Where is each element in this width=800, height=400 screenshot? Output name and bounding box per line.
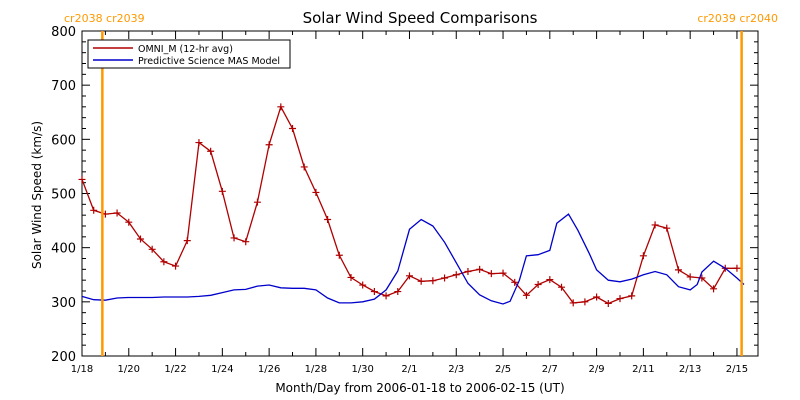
x-tick-label: 1/24 bbox=[211, 364, 233, 375]
data-point-marker bbox=[265, 141, 273, 149]
data-point-marker bbox=[312, 188, 320, 196]
data-point-marker bbox=[628, 292, 636, 300]
y-tick-label: 300 bbox=[51, 296, 76, 311]
data-point-marker bbox=[476, 265, 484, 273]
data-point-marker bbox=[487, 270, 495, 278]
legend-box bbox=[87, 39, 291, 69]
data-point-marker bbox=[522, 291, 530, 299]
x-tick-label: 1/20 bbox=[118, 364, 140, 375]
x-tick-label: 2/13 bbox=[679, 364, 701, 375]
data-point-marker bbox=[429, 277, 437, 285]
data-point-marker bbox=[172, 262, 180, 270]
data-point-marker bbox=[733, 264, 741, 272]
data-point-marker bbox=[148, 245, 156, 253]
data-point-marker bbox=[347, 273, 355, 281]
data-point-marker bbox=[499, 269, 507, 277]
data-point-marker bbox=[90, 206, 98, 214]
data-point-marker bbox=[207, 147, 215, 155]
data-point-marker bbox=[511, 278, 519, 286]
data-point-marker bbox=[125, 218, 133, 226]
x-tick-label: 2/5 bbox=[495, 364, 511, 375]
data-point-marker bbox=[242, 238, 250, 246]
data-point-marker bbox=[546, 276, 554, 284]
x-tick-label: 2/1 bbox=[401, 364, 417, 375]
x-tick-label: 2/15 bbox=[726, 364, 748, 375]
legend-label: OMNI_M (12-hr avg) bbox=[138, 44, 233, 55]
x-tick-label: 1/28 bbox=[305, 364, 327, 375]
data-point-marker bbox=[382, 292, 390, 300]
x-axis-label: Month/Day from 2006-01-18 to 2006-02-15 … bbox=[275, 381, 564, 395]
legend: OMNI_M (12-hr avg)Predictive Science MAS… bbox=[87, 39, 291, 69]
y-axis-ticks: 200 300 400 500 600 700 800 bbox=[51, 25, 758, 365]
data-point-marker bbox=[417, 277, 425, 285]
data-point-marker bbox=[452, 271, 460, 279]
data-point-marker bbox=[405, 272, 413, 280]
data-point-marker bbox=[218, 187, 226, 195]
data-point-marker bbox=[160, 258, 168, 266]
y-tick-label: 600 bbox=[51, 133, 76, 148]
x-tick-label: 1/30 bbox=[351, 364, 373, 375]
data-point-marker bbox=[686, 273, 694, 281]
data-point-marker bbox=[370, 288, 378, 296]
data-point-marker bbox=[441, 274, 449, 282]
data-point-marker bbox=[394, 288, 402, 296]
x-tick-label: 2/11 bbox=[632, 364, 654, 375]
data-point-marker bbox=[639, 252, 647, 260]
data-point-marker bbox=[359, 281, 367, 289]
data-point-marker bbox=[569, 299, 577, 307]
x-axis-ticks: 1/18 1/20 1/22 1/24 1/26 1/28 1/30 2/1 2/3 2/5 2/7… bbox=[71, 31, 748, 375]
data-point-marker bbox=[710, 285, 718, 293]
series-layer bbox=[78, 103, 745, 307]
data-point-marker bbox=[277, 103, 285, 111]
series-line-1 bbox=[81, 213, 745, 305]
chart-title: Solar Wind Speed Comparisons bbox=[303, 9, 538, 27]
carrington-markers: cr2038 cr2039 cr2039 cr2040 bbox=[64, 12, 778, 356]
data-point-marker bbox=[300, 163, 308, 171]
data-point-marker bbox=[616, 295, 624, 303]
carrington-label: cr2039 cr2040 bbox=[697, 12, 778, 25]
data-point-marker bbox=[581, 298, 589, 306]
data-point-marker bbox=[136, 235, 144, 243]
x-tick-label: 1/26 bbox=[258, 364, 280, 375]
data-point-marker bbox=[604, 299, 612, 307]
data-point-marker bbox=[464, 268, 472, 275]
legend-label: Predictive Science MAS Model bbox=[138, 56, 280, 67]
data-point-marker bbox=[324, 216, 332, 223]
data-point-marker bbox=[593, 293, 601, 301]
x-tick-label: 2/3 bbox=[448, 364, 464, 375]
data-point-marker bbox=[113, 209, 121, 217]
carrington-label: cr2038 cr2039 bbox=[64, 12, 145, 25]
y-tick-label: 800 bbox=[51, 25, 76, 40]
data-point-marker bbox=[78, 175, 86, 183]
data-point-marker bbox=[230, 234, 238, 242]
data-point-marker bbox=[195, 139, 203, 147]
x-tick-label: 2/9 bbox=[589, 364, 605, 375]
data-point-marker bbox=[534, 281, 542, 288]
y-axis-label: Solar Wind Speed (km/s) bbox=[30, 121, 44, 269]
y-tick-label: 500 bbox=[51, 188, 76, 203]
y-tick-label: 200 bbox=[51, 350, 76, 365]
data-point-marker bbox=[663, 224, 671, 232]
data-point-marker bbox=[289, 125, 297, 132]
plot-frame bbox=[81, 30, 759, 357]
x-tick-label: 1/22 bbox=[164, 364, 186, 375]
data-point-marker bbox=[253, 198, 261, 206]
data-point-marker bbox=[651, 221, 659, 229]
data-point-marker bbox=[183, 237, 191, 245]
y-tick-label: 700 bbox=[51, 79, 76, 94]
x-tick-label: 2/7 bbox=[542, 364, 558, 375]
x-tick-label: 1/18 bbox=[71, 364, 93, 375]
data-point-marker bbox=[335, 251, 343, 259]
data-point-marker bbox=[674, 266, 682, 274]
y-tick-label: 400 bbox=[51, 242, 76, 257]
data-point-marker bbox=[558, 283, 566, 291]
